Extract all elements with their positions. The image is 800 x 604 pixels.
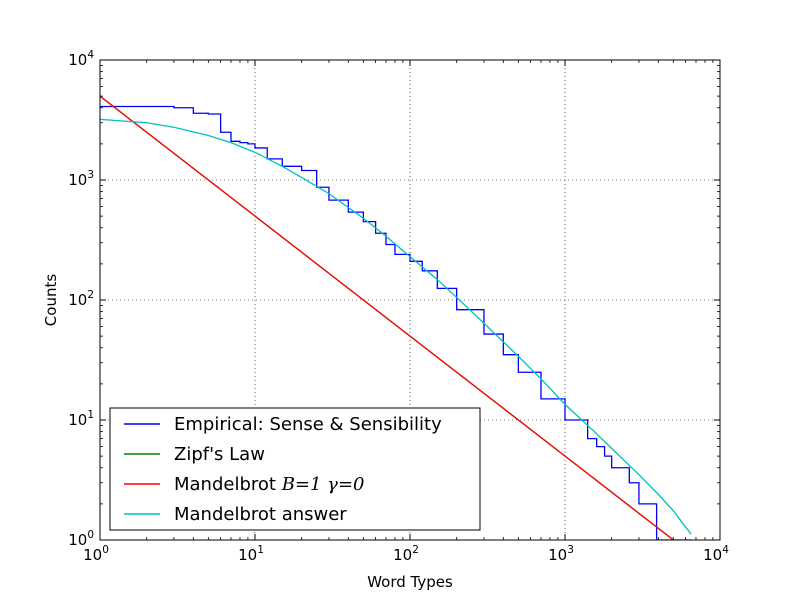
x-axis-label: Word Types [367,573,453,591]
legend-label: Zipf's Law [174,444,265,465]
y-tick-label: 103 [68,169,94,189]
legend-label: Mandelbrot B=1 γ=0 [174,474,364,495]
ticks [99,59,721,541]
y-tick-label: 101 [68,409,94,429]
series-line-mandelbrot-b-1-0 [100,95,675,540]
x-tick-label: 104 [703,544,729,564]
series-line-mandelbrot-answer [100,118,692,535]
x-tick-label: 102 [393,544,419,564]
y-tick-label: 104 [68,49,94,69]
legend: Empirical: Sense & Sensibility Zipf's Law… [109,407,481,531]
series-line-empirical-sense-sensibility [100,105,692,540]
series-group [100,95,692,540]
tick-labels: 100 101 102 103 104 100 101 102 103 104 [68,49,729,564]
legend-box [109,407,481,531]
x-tick-label: 100 [83,544,109,564]
y-axis-label: Counts [42,274,60,327]
legend-label: Empirical: Sense & Sensibility [174,414,442,435]
y-tick-label: 102 [68,289,94,309]
legend-label: Mandelbrot answer [174,504,347,525]
x-tick-label: 101 [238,544,264,564]
y-tick-label: 100 [68,529,94,549]
x-tick-label: 103 [548,544,574,564]
